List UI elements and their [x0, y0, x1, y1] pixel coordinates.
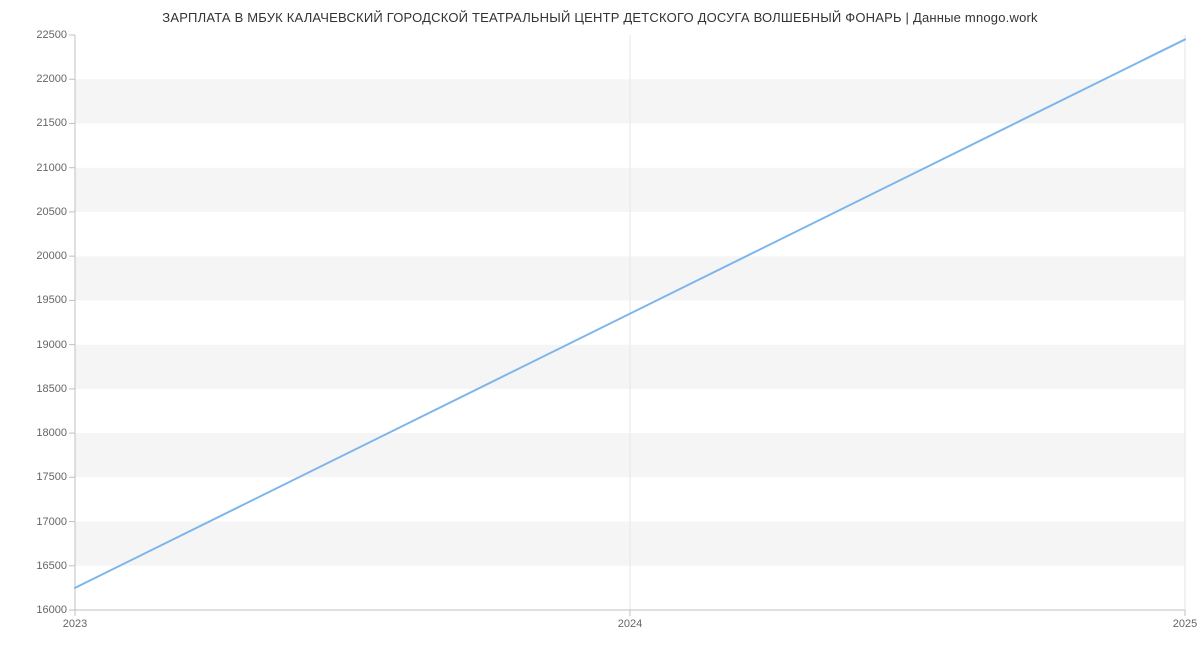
y-tick-label: 16500 — [36, 560, 75, 572]
y-tick-label: 20500 — [36, 206, 75, 218]
y-tick-label: 17000 — [36, 516, 75, 528]
y-tick-label: 18500 — [36, 383, 75, 395]
y-tick-label: 20000 — [36, 250, 75, 262]
y-tick-label: 19000 — [36, 339, 75, 351]
line-chart: ЗАРПЛАТА В МБУК КАЛАЧЕВСКИЙ ГОРОДСКОЙ ТЕ… — [0, 0, 1200, 650]
x-tick-label: 2023 — [63, 610, 87, 630]
y-tick-label: 18000 — [36, 427, 75, 439]
plot-area: 1600016500170001750018000185001900019500… — [75, 35, 1185, 610]
y-tick-label: 19500 — [36, 294, 75, 306]
y-tick-label: 21500 — [36, 117, 75, 129]
x-tick-label: 2025 — [1173, 610, 1197, 630]
y-tick-label: 21000 — [36, 162, 75, 174]
chart-title: ЗАРПЛАТА В МБУК КАЛАЧЕВСКИЙ ГОРОДСКОЙ ТЕ… — [0, 10, 1200, 25]
x-tick-label: 2024 — [618, 610, 642, 630]
y-tick-label: 22000 — [36, 73, 75, 85]
y-tick-label: 22500 — [36, 29, 75, 41]
y-tick-label: 17500 — [36, 471, 75, 483]
